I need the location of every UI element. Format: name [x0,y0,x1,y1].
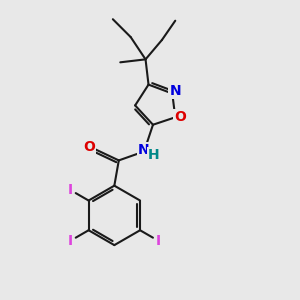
Text: N: N [138,143,150,157]
Text: H: H [148,148,159,162]
Text: I: I [68,183,73,197]
Text: O: O [174,110,186,124]
Text: O: O [83,140,95,154]
Text: N: N [169,84,181,98]
Text: I: I [68,234,73,248]
Text: I: I [155,234,161,248]
